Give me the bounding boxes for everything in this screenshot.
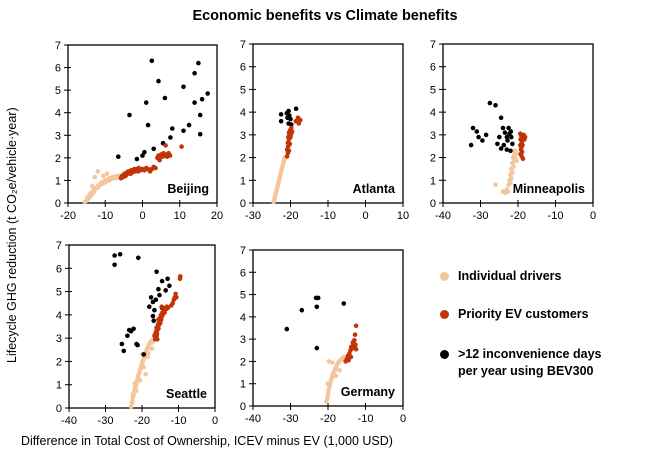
legend-item-inconvenience-days: >12 inconvenience days per year using BE… (440, 346, 601, 380)
svg-text:-30: -30 (98, 415, 114, 427)
svg-text:0: 0 (56, 403, 62, 415)
svg-text:0: 0 (590, 210, 596, 222)
svg-text:10: 10 (174, 210, 186, 222)
svg-text:0: 0 (240, 198, 246, 210)
svg-text:-20: -20 (60, 210, 76, 222)
svg-text:-40: -40 (435, 210, 451, 222)
svg-text:5: 5 (55, 85, 61, 97)
minneapolis-subplot: -40 -30 -20 -10 0 0 1 2 3 4 5 6 7 Minneapolis (430, 39, 596, 222)
svg-text:-40: -40 (245, 413, 261, 425)
legend-label: Individual drivers (458, 269, 562, 283)
svg-text:1: 1 (55, 175, 61, 187)
svg-text:5: 5 (56, 287, 62, 299)
svg-text:Minneapolis: Minneapolis (513, 182, 585, 196)
svg-text:0: 0 (55, 198, 61, 210)
germany-subplot: -40 -30 -20 -10 0 0 1 2 3 4 5 6 7 Germany (240, 245, 406, 425)
legend-item-priority-ev-customers: Priority EV customers (440, 306, 589, 323)
svg-text:7: 7 (240, 39, 246, 51)
svg-text:5: 5 (240, 84, 246, 96)
svg-text:-10: -10 (358, 413, 374, 425)
svg-text:2: 2 (55, 153, 61, 165)
svg-text:6: 6 (240, 267, 246, 279)
atlanta-subplot: -30 -20 -10 0 10 0 1 2 3 4 5 6 7 Atlanta (240, 39, 409, 222)
legend-label-line2: per year using BEV300 (458, 364, 594, 378)
svg-text:2: 2 (56, 356, 62, 368)
legend-label: Priority EV customers (458, 307, 589, 321)
svg-text:2: 2 (430, 153, 436, 165)
svg-text:-10: -10 (97, 210, 113, 222)
legend-item-individual-drivers: Individual drivers (440, 268, 562, 285)
svg-text:1: 1 (240, 379, 246, 391)
svg-text:10: 10 (397, 210, 409, 222)
svg-text:0: 0 (430, 198, 436, 210)
svg-text:3: 3 (430, 130, 436, 142)
svg-text:7: 7 (240, 245, 246, 257)
x-axis-label: Difference in Total Cost of Ownership, I… (21, 434, 393, 448)
svg-text:Atlanta: Atlanta (353, 182, 396, 196)
svg-text:Beijing: Beijing (167, 182, 209, 196)
svg-text:7: 7 (56, 240, 62, 252)
svg-text:0: 0 (139, 210, 145, 222)
priority-ev-customers-dot-icon (440, 310, 449, 319)
seattle-subplot: -40 -30 -20 -10 0 0 1 2 3 4 5 6 7 Seattle (56, 240, 218, 427)
individual-drivers-dot-icon (440, 272, 449, 281)
svg-text:3: 3 (240, 334, 246, 346)
svg-text:4: 4 (240, 312, 246, 324)
svg-text:-20: -20 (134, 415, 150, 427)
legend-label: >12 inconvenience days (458, 347, 602, 361)
svg-text:6: 6 (240, 62, 246, 74)
svg-text:1: 1 (240, 175, 246, 187)
svg-text:0: 0 (240, 401, 246, 413)
svg-text:4: 4 (55, 108, 61, 120)
svg-text:0: 0 (400, 413, 406, 425)
svg-text:7: 7 (430, 39, 436, 51)
svg-text:-20: -20 (510, 210, 526, 222)
svg-text:7: 7 (55, 40, 61, 52)
svg-text:0: 0 (362, 210, 368, 222)
svg-text:0: 0 (212, 415, 218, 427)
svg-text:3: 3 (240, 130, 246, 142)
svg-text:-10: -10 (171, 415, 187, 427)
svg-text:Seattle: Seattle (166, 387, 207, 401)
svg-text:-30: -30 (283, 413, 299, 425)
figure-title: Economic benefits vs Climate benefits (192, 8, 458, 24)
svg-text:3: 3 (56, 333, 62, 345)
svg-text:20: 20 (211, 210, 223, 222)
svg-text:1: 1 (430, 175, 436, 187)
svg-text:-20: -20 (283, 210, 299, 222)
svg-text:5: 5 (430, 84, 436, 96)
svg-text:5: 5 (240, 290, 246, 302)
svg-text:3: 3 (55, 130, 61, 142)
svg-text:-40: -40 (61, 415, 77, 427)
svg-text:4: 4 (430, 107, 436, 119)
svg-text:2: 2 (240, 356, 246, 368)
svg-text:2: 2 (240, 153, 246, 165)
svg-text:-10: -10 (548, 210, 564, 222)
svg-text:6: 6 (430, 62, 436, 74)
svg-text:4: 4 (56, 310, 62, 322)
beijing-subplot: -20 -10 0 10 20 0 1 2 3 4 5 6 7 Beijing (55, 40, 223, 222)
svg-text:-20: -20 (320, 413, 336, 425)
svg-text:-30: -30 (245, 210, 261, 222)
svg-text:-30: -30 (473, 210, 489, 222)
svg-text:4: 4 (240, 107, 246, 119)
svg-text:-10: -10 (320, 210, 336, 222)
svg-text:Germany: Germany (341, 385, 395, 399)
svg-text:1: 1 (56, 380, 62, 392)
y-axis-label: Lifecycle GHG reduction (t CO₂e/vehicle·… (5, 107, 19, 363)
svg-text:6: 6 (55, 63, 61, 75)
svg-text:6: 6 (56, 263, 62, 275)
inconvenience-days-dot-icon (440, 350, 449, 359)
